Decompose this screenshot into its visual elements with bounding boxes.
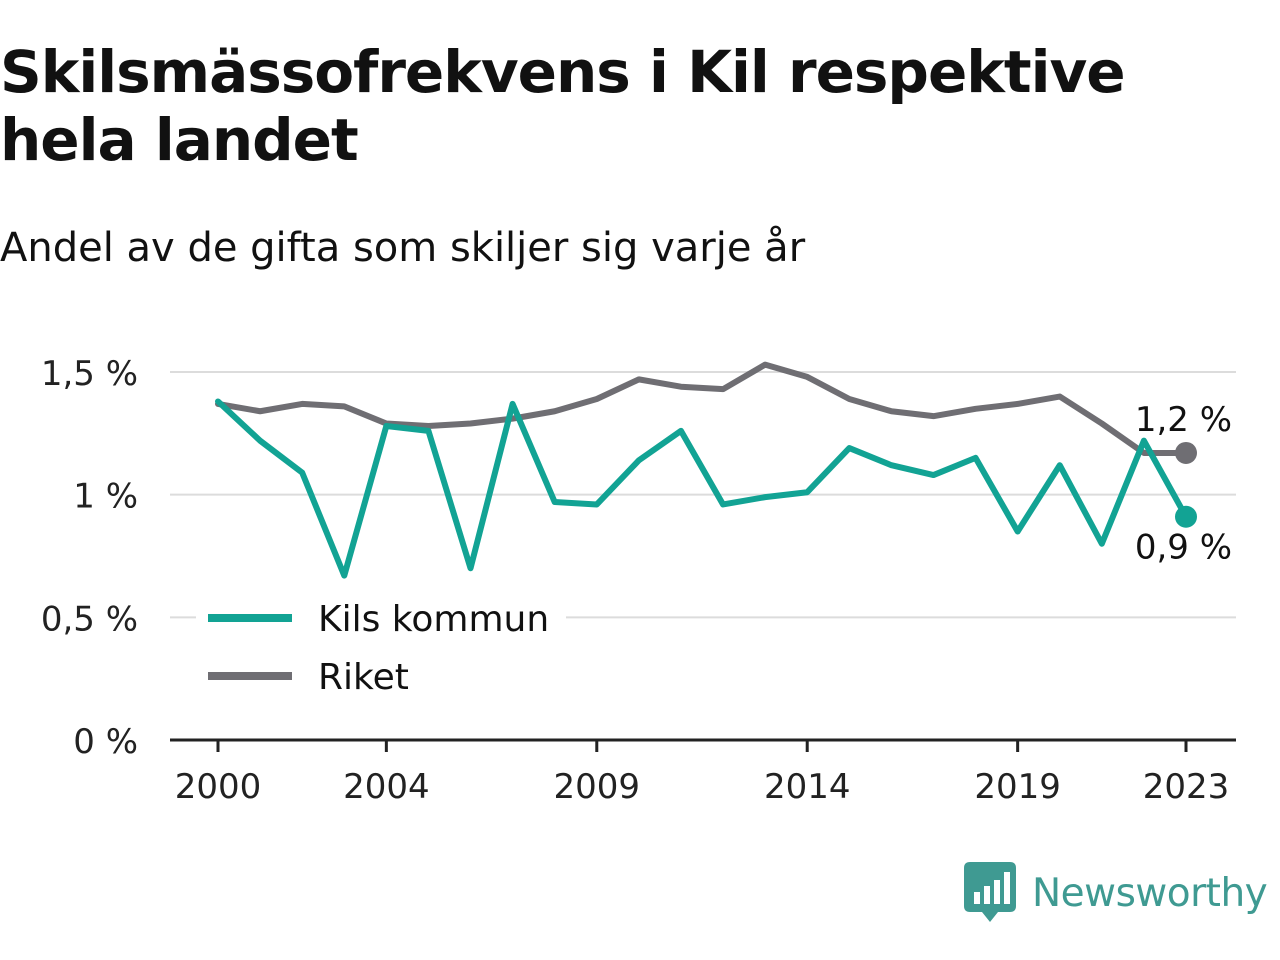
- newsworthy-logo-icon: [964, 862, 1016, 922]
- x-tick-label: 2023: [1143, 767, 1230, 807]
- x-axis: 2000 2004 2009 2014 2019 2023: [170, 738, 1236, 807]
- end-marker: [1175, 505, 1197, 528]
- x-tick-label: 2014: [764, 767, 851, 807]
- end-value-label: 0,9 %: [1135, 528, 1232, 568]
- y-tick-label: 0 %: [73, 722, 138, 762]
- series-lines: [215, 361, 1189, 579]
- end-value-label: 1,2 %: [1135, 400, 1232, 440]
- series-line-riket: [215, 361, 1189, 456]
- legend-label: Riket: [318, 657, 409, 698]
- legend-label: Kils kommun: [318, 599, 549, 640]
- y-tick-label: 0,5 %: [41, 599, 138, 639]
- legend-background: [196, 592, 566, 712]
- y-tick-label: 1,5 %: [41, 354, 138, 394]
- legend: Kils kommun Riket: [196, 592, 566, 712]
- y-tick-label: 1 %: [73, 477, 138, 517]
- end-labels: 0,9 % 1,2 %: [1135, 400, 1232, 568]
- series-line-kils-kommun: [215, 398, 1189, 579]
- y-axis: 0 % 0,5 % 1 % 1,5 %: [41, 354, 138, 762]
- end-marker: [1175, 441, 1197, 464]
- x-tick-label: 2004: [343, 767, 430, 807]
- newsworthy-logo: Newsworthy: [964, 862, 1268, 924]
- brand-name: Newsworthy: [1032, 870, 1268, 916]
- x-tick-label: 2019: [974, 767, 1061, 807]
- chart-title: Skilsmässofrekvens i Kil respektive hela…: [0, 38, 1126, 174]
- chart-subtitle: Andel av de gifta som skiljer sig varje …: [0, 225, 806, 271]
- x-tick-label: 2000: [175, 767, 262, 807]
- x-tick-label: 2009: [554, 767, 641, 807]
